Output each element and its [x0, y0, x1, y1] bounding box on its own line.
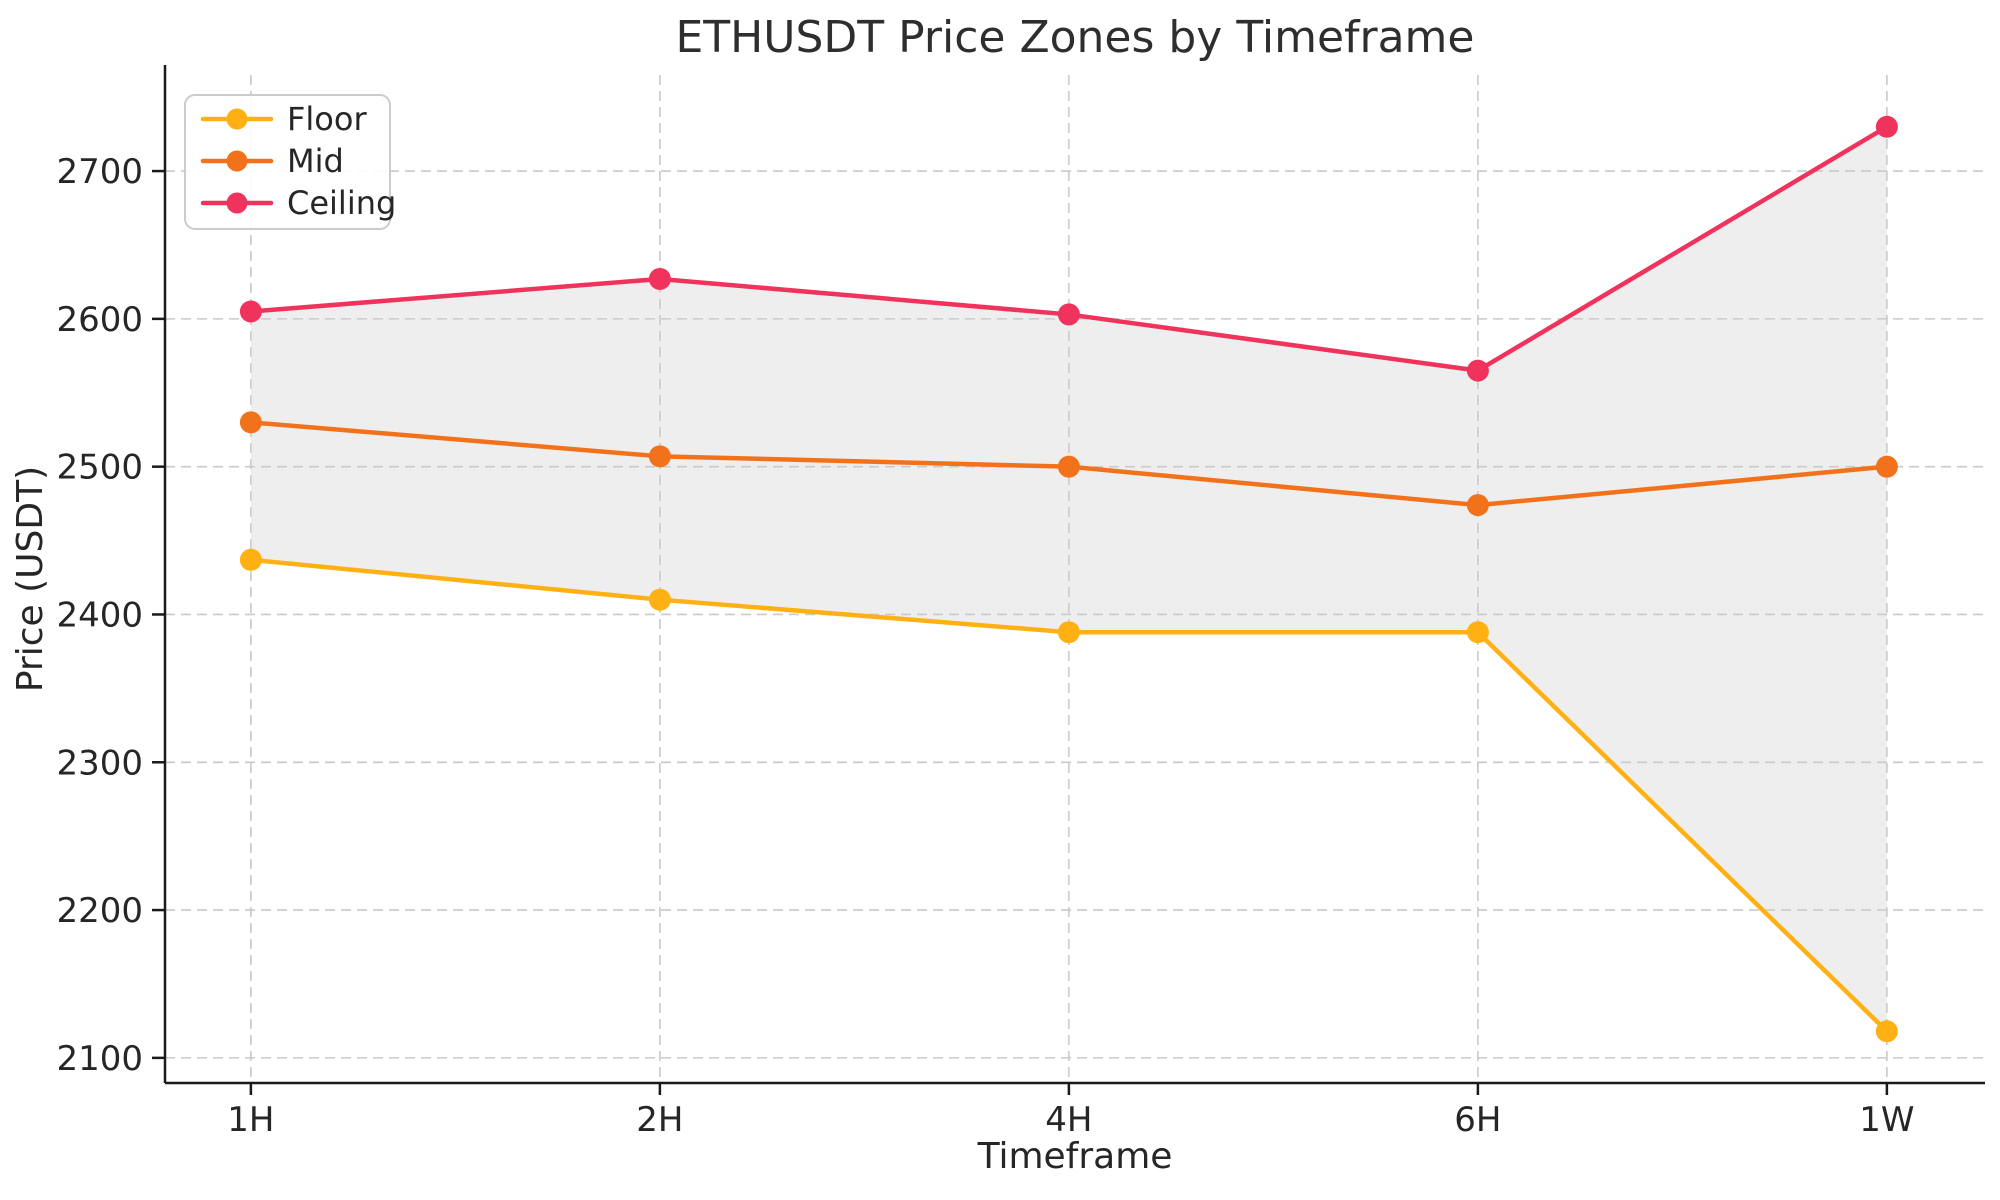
ceiling-point-1H — [239, 300, 262, 323]
floor-point-2H — [648, 588, 671, 611]
ytick-label-2500: 2500 — [56, 448, 143, 488]
tick-labels: 2100 2200 2300 2400 2500 2600 2700 1H 2H 4H 6H 1W — [56, 152, 1914, 1140]
legend-label-mid: Mid — [287, 142, 344, 180]
price-zone-band — [250, 126, 1887, 1032]
ceiling-point-4H — [1057, 303, 1080, 326]
ytick-label-2400: 2400 — [56, 595, 143, 635]
floor-point-6H — [1466, 621, 1489, 644]
series-ceiling — [239, 115, 1898, 382]
mid-point-1W — [1875, 455, 1898, 478]
series-mid — [239, 411, 1898, 517]
legend-label-ceiling: Ceiling — [287, 184, 396, 222]
floor-point-1H — [239, 548, 262, 571]
series-floor — [239, 548, 1898, 1043]
x-axis-label: Timeframe — [977, 1136, 1173, 1177]
series-lines — [239, 115, 1898, 1043]
xtick-label-6H: 6H — [1454, 1100, 1501, 1140]
legend-label-floor: Floor — [287, 100, 367, 138]
legend-item-ceiling: Ceiling — [200, 184, 396, 222]
ytick-label-2300: 2300 — [56, 743, 143, 783]
axes — [152, 65, 1985, 1095]
ytick-label-2200: 2200 — [56, 891, 143, 931]
legend-item-mid: Mid — [200, 142, 344, 180]
legend-item-floor: Floor — [200, 100, 367, 138]
xtick-label-2H: 2H — [636, 1100, 683, 1140]
mid-point-2H — [648, 445, 671, 468]
gridlines — [165, 75, 1985, 1083]
y-axis-label: Price (USDT) — [10, 466, 51, 692]
ceiling-point-2H — [648, 267, 671, 290]
xtick-label-1H: 1H — [227, 1100, 274, 1140]
xtick-label-4H: 4H — [1045, 1100, 1092, 1140]
mid-point-1H — [239, 411, 262, 434]
floor-point-1W — [1875, 1020, 1898, 1043]
ytick-label-2100: 2100 — [56, 1039, 143, 1079]
mid-point-6H — [1466, 494, 1489, 517]
legend-swatch-dot-ceiling — [226, 192, 248, 214]
xtick-label-1W: 1W — [1859, 1100, 1914, 1140]
ceiling-point-6H — [1466, 359, 1489, 382]
legend-swatch-dot-mid — [226, 150, 248, 172]
mid-point-4H — [1057, 455, 1080, 478]
chart-title: ETHUSDT Price Zones by Timeframe — [675, 12, 1474, 63]
floor-point-4H — [1057, 621, 1080, 644]
legend: Floor Mid Ceiling — [184, 94, 396, 230]
legend-swatch-dot-floor — [226, 108, 248, 130]
ytick-label-2600: 2600 — [56, 300, 143, 340]
ceiling-point-1W — [1875, 115, 1898, 138]
floor-ceiling-band — [250, 126, 1887, 1032]
ytick-label-2700: 2700 — [56, 152, 143, 192]
